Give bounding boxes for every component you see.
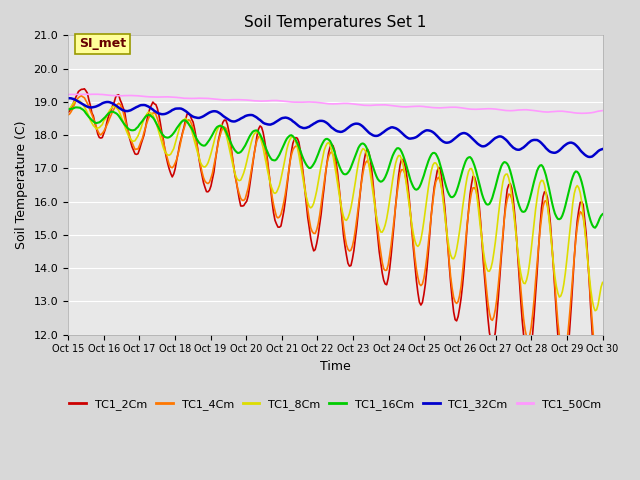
Line: TC1_2Cm: TC1_2Cm — [68, 89, 602, 397]
TC1_16Cm — [598, 211, 606, 217]
TC1_4Cm — [77, 93, 85, 99]
TC1_4Cm — [300, 174, 307, 180]
Legend: TC1_2Cm, TC1_4Cm, TC1_8Cm, TC1_16Cm, TC1_32Cm, TC1_50Cm: TC1_2Cm, TC1_4Cm, TC1_8Cm, TC1_16Cm, TC1… — [65, 394, 605, 414]
TC1_8Cm — [243, 159, 250, 165]
TC1_8Cm — [131, 138, 139, 144]
TC1_50Cm — [243, 97, 250, 103]
TC1_2Cm — [252, 142, 259, 148]
TC1_4Cm — [570, 254, 578, 260]
Line: TC1_4Cm: TC1_4Cm — [68, 96, 602, 372]
TC1_16Cm — [252, 128, 259, 133]
Line: TC1_32Cm: TC1_32Cm — [68, 98, 602, 157]
TC1_16Cm — [591, 225, 599, 230]
TC1_32Cm — [252, 114, 259, 120]
TC1_32Cm — [66, 96, 74, 101]
TC1_16Cm — [72, 105, 79, 110]
TC1_8Cm — [591, 308, 599, 313]
TC1_4Cm — [243, 191, 250, 196]
TC1_50Cm — [300, 99, 307, 105]
TC1_8Cm — [225, 144, 233, 149]
TC1_32Cm — [300, 125, 307, 131]
TC1_32Cm — [225, 117, 233, 123]
TC1_4Cm — [131, 146, 139, 152]
TC1_32Cm — [131, 105, 139, 111]
Line: TC1_16Cm: TC1_16Cm — [68, 108, 602, 228]
TC1_50Cm — [570, 110, 578, 116]
TC1_50Cm — [598, 108, 606, 113]
TC1_8Cm — [570, 191, 578, 196]
TC1_8Cm — [75, 98, 83, 104]
TC1_32Cm — [586, 154, 593, 160]
TC1_50Cm — [91, 91, 99, 97]
TC1_16Cm — [131, 127, 139, 132]
TC1_32Cm — [64, 96, 72, 101]
TC1_32Cm — [570, 141, 578, 147]
Title: Soil Temperatures Set 1: Soil Temperatures Set 1 — [244, 15, 426, 30]
Line: TC1_8Cm: TC1_8Cm — [68, 101, 602, 311]
TC1_2Cm — [300, 171, 307, 177]
TC1_16Cm — [570, 170, 578, 176]
TC1_4Cm — [64, 112, 72, 118]
TC1_8Cm — [598, 279, 606, 285]
TC1_4Cm — [252, 143, 259, 148]
TC1_2Cm — [81, 86, 88, 92]
TC1_50Cm — [64, 92, 72, 97]
TC1_2Cm — [225, 129, 233, 134]
TC1_2Cm — [596, 394, 604, 400]
TC1_50Cm — [577, 110, 584, 116]
TC1_32Cm — [243, 113, 250, 119]
TC1_8Cm — [64, 108, 72, 113]
TC1_16Cm — [225, 135, 233, 141]
TC1_16Cm — [243, 140, 250, 145]
TC1_16Cm — [300, 156, 307, 162]
TC1_50Cm — [252, 98, 259, 104]
Y-axis label: Soil Temperature (C): Soil Temperature (C) — [15, 121, 28, 249]
TC1_2Cm — [64, 109, 72, 115]
TC1_2Cm — [598, 384, 606, 389]
TC1_2Cm — [570, 255, 578, 261]
TC1_8Cm — [300, 178, 307, 184]
TC1_32Cm — [598, 146, 606, 152]
Text: SI_met: SI_met — [79, 37, 126, 50]
TC1_4Cm — [596, 370, 604, 375]
TC1_4Cm — [598, 358, 606, 363]
X-axis label: Time: Time — [320, 360, 351, 373]
TC1_50Cm — [131, 93, 139, 98]
TC1_2Cm — [243, 198, 250, 204]
Line: TC1_50Cm: TC1_50Cm — [68, 94, 602, 113]
TC1_16Cm — [64, 107, 72, 112]
TC1_50Cm — [225, 97, 233, 103]
TC1_4Cm — [225, 134, 233, 140]
TC1_2Cm — [131, 151, 139, 157]
TC1_8Cm — [252, 130, 259, 135]
